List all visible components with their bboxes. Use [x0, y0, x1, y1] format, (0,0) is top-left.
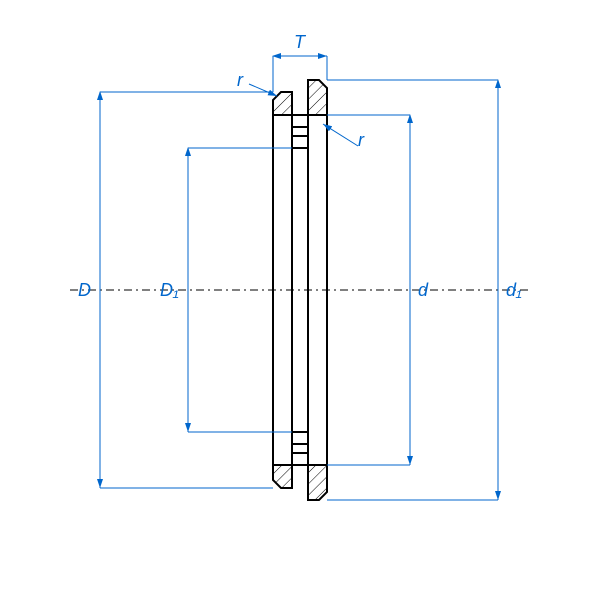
bearing-body — [70, 80, 530, 500]
diagram-svg — [0, 0, 600, 600]
bearing-cross-section-diagram: DD₁dd₁Trr — [0, 0, 600, 600]
